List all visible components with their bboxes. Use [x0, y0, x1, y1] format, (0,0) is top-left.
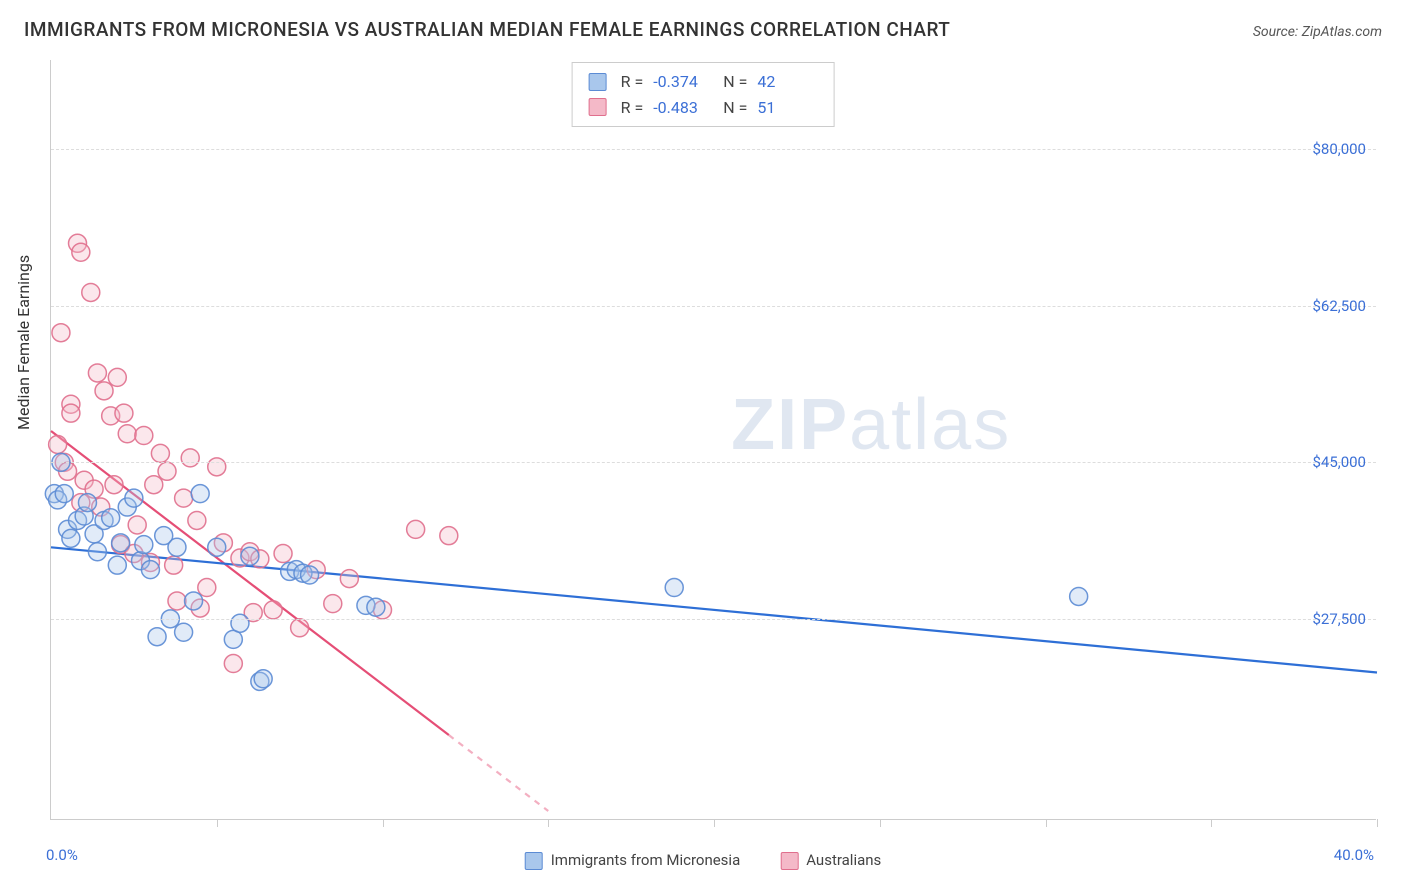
data-point: [301, 566, 319, 584]
data-point: [264, 601, 282, 619]
y-axis-title: Median Female Earnings: [14, 255, 33, 430]
data-point: [198, 579, 216, 597]
x-tick: [1377, 819, 1378, 827]
data-point: [274, 545, 292, 563]
data-point: [82, 283, 100, 301]
data-point: [145, 476, 163, 494]
data-point: [72, 243, 90, 261]
data-point: [55, 485, 73, 503]
data-point: [102, 509, 120, 527]
x-tick: [714, 819, 715, 827]
gridline: [51, 462, 1376, 463]
data-point: [231, 614, 249, 632]
data-point: [208, 538, 226, 556]
data-point: [95, 382, 113, 400]
legend-item: Immigrants from Micronesia: [525, 851, 741, 870]
data-point: [291, 619, 309, 637]
data-point: [665, 579, 683, 597]
legend-r-label: R =: [621, 95, 644, 121]
data-point: [125, 489, 143, 507]
legend-swatch: [780, 852, 798, 870]
data-point: [62, 529, 80, 547]
data-point: [151, 444, 169, 462]
x-axis-min-label: 0.0%: [46, 846, 78, 864]
x-axis-max-label: 40.0%: [1334, 846, 1374, 864]
data-point: [188, 511, 206, 529]
chart-header: IMMIGRANTS FROM MICRONESIA VS AUSTRALIAN…: [0, 0, 1406, 49]
chart-title: IMMIGRANTS FROM MICRONESIA VS AUSTRALIAN…: [24, 18, 950, 41]
data-point: [88, 543, 106, 561]
legend-swatch: [525, 852, 543, 870]
legend-n-label: N =: [723, 69, 747, 95]
data-point: [254, 670, 272, 688]
data-point: [175, 489, 193, 507]
data-point: [407, 520, 425, 538]
data-point: [168, 538, 186, 556]
legend-swatch: [589, 98, 607, 116]
data-point: [148, 628, 166, 646]
data-point: [52, 324, 70, 342]
data-point: [175, 623, 193, 641]
data-point: [324, 595, 342, 613]
legend-n-label: N =: [723, 95, 747, 121]
gridline: [51, 306, 1376, 307]
y-tick-label: $27,500: [1312, 610, 1366, 628]
legend-item-label: Immigrants from Micronesia: [551, 851, 741, 869]
scatter-svg: [51, 60, 1376, 819]
x-tick: [1046, 819, 1047, 827]
x-tick: [1211, 819, 1212, 827]
gridline: [51, 619, 1376, 620]
data-point: [62, 404, 80, 422]
y-tick-label: $62,500: [1312, 297, 1366, 315]
data-point: [135, 427, 153, 445]
y-tick-label: $80,000: [1312, 140, 1366, 158]
x-tick: [383, 819, 384, 827]
plot-area: $27,500 $45,000 $62,500 $80,000: [50, 60, 1376, 820]
legend-row: R = -0.483 N = 51: [589, 95, 818, 121]
data-point: [108, 368, 126, 386]
data-point: [191, 485, 209, 503]
data-point: [224, 630, 242, 648]
data-point: [128, 516, 146, 534]
x-tick: [880, 819, 881, 827]
gridline: [51, 149, 1376, 150]
legend-item: Australians: [780, 851, 881, 870]
data-point: [88, 364, 106, 382]
data-point: [135, 536, 153, 554]
source-label: Source: ZipAtlas.com: [1253, 24, 1382, 40]
legend-n-value: 42: [757, 69, 817, 95]
data-point: [78, 494, 96, 512]
y-tick-label: $45,000: [1312, 453, 1366, 471]
data-point: [224, 655, 242, 673]
data-point: [112, 534, 130, 552]
legend-r-label: R =: [621, 69, 644, 95]
data-point: [49, 435, 67, 453]
legend-r-value: -0.483: [653, 95, 713, 121]
data-point: [208, 458, 226, 476]
x-tick: [548, 819, 549, 827]
data-point: [168, 592, 186, 610]
legend-n-value: 51: [757, 95, 817, 121]
data-point: [165, 556, 183, 574]
data-point: [1070, 587, 1088, 605]
data-point: [141, 561, 159, 579]
data-point: [115, 404, 133, 422]
data-point: [241, 547, 259, 565]
data-point: [440, 527, 458, 545]
x-tick: [217, 819, 218, 827]
data-point: [367, 598, 385, 616]
data-point: [108, 556, 126, 574]
series-legend: Immigrants from Micronesia Australians: [525, 851, 882, 870]
legend-row: R = -0.374 N = 42: [589, 69, 818, 95]
data-point: [181, 449, 199, 467]
data-point: [185, 592, 203, 610]
legend-r-value: -0.374: [653, 69, 713, 95]
data-point: [158, 462, 176, 480]
data-point: [118, 425, 136, 443]
data-point: [105, 476, 123, 494]
legend-swatch: [589, 73, 607, 91]
legend-item-label: Australians: [806, 851, 881, 869]
data-point: [340, 570, 358, 588]
correlation-legend: R = -0.374 N = 42 R = -0.483 N = 51: [572, 62, 835, 127]
